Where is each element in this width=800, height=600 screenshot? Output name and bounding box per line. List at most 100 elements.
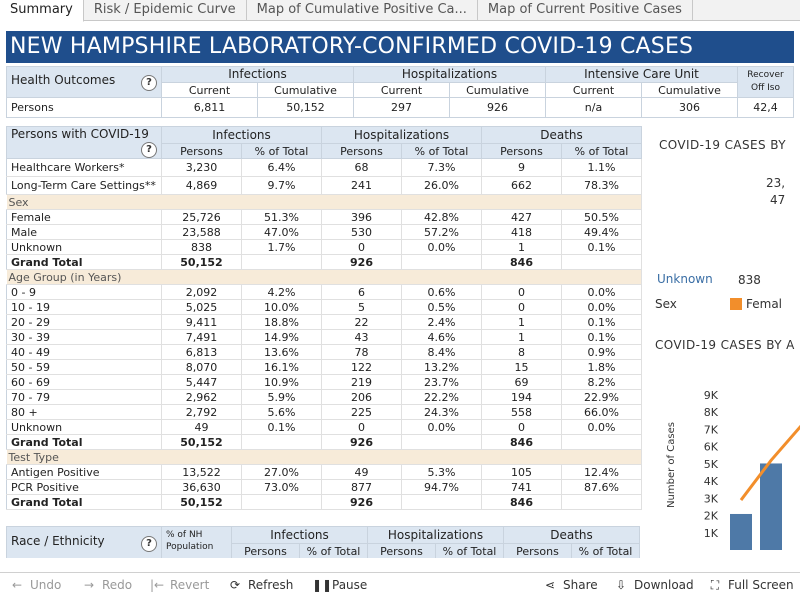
cell-value: 8.2% [561, 374, 642, 390]
cell-value: 0.0% [561, 419, 642, 435]
full-screen-button[interactable]: ⛶ Full Screen [708, 578, 794, 593]
revert-button[interactable]: |← Revert [150, 578, 209, 592]
table-row: Grand Total 50,152 926 846 [6, 254, 642, 270]
age-bar[interactable] [730, 513, 752, 550]
pause-icon: ❚❚ [312, 578, 333, 592]
sub-header: Persons [321, 143, 402, 159]
cell-value: 8.4% [401, 344, 482, 360]
y-tick-label: 7K [704, 423, 719, 436]
undo-button[interactable]: ← Undo [10, 578, 61, 592]
row-label: 70 - 79 [6, 389, 162, 405]
y-tick-label: 5K [704, 458, 719, 471]
cell-value: 23.7% [401, 374, 482, 390]
share-button[interactable]: ⋖ Share [543, 578, 598, 592]
table-row: Healthcare Workers* 3,230 6.4% 68 7.3% 9 1.1% [6, 158, 642, 177]
row-label: 40 - 49 [6, 344, 162, 360]
tab-map-current-positive[interactable]: Map of Current Positive Cases [478, 0, 693, 21]
cell-value: 49.4% [561, 224, 642, 240]
cell-value: 0.1% [561, 314, 642, 330]
sub-header: Current [545, 82, 642, 98]
cell-value [401, 434, 482, 450]
health-outcomes-label: Health Outcomes [11, 72, 116, 87]
download-button[interactable]: ⇩ Download [614, 578, 694, 592]
cell-value: 0.9% [561, 344, 642, 360]
cell-value: 66.0% [561, 404, 642, 420]
table-row: Unknown 49 0.1% 0 0.0% 0 0.0% [6, 419, 642, 435]
section-header: Age Group (in Years) [6, 269, 642, 285]
cases-by-age-title: COVID-19 CASES BY A [655, 338, 795, 352]
cell-value: 877 [321, 479, 402, 495]
help-icon[interactable]: ? [141, 141, 157, 158]
tab-summary[interactable]: Summary [0, 0, 84, 22]
redo-button[interactable]: → Redo [82, 578, 132, 592]
tab-bar: Summary Risk / Epidemic Curve Map of Cum… [0, 0, 800, 22]
download-label: Download [634, 578, 694, 592]
sub-header: Current [161, 82, 258, 98]
scroll-clip [0, 558, 800, 572]
cell-value: 418 [481, 224, 562, 240]
cell-value: 13.2% [401, 359, 482, 375]
cell-value: 27.0% [241, 464, 322, 480]
table-row: 50 - 59 8,070 16.1% 122 13.2% 15 1.8% [6, 359, 642, 375]
cell-value: 9 [481, 158, 562, 177]
sub-header: Cumulative [257, 82, 354, 98]
cell-value: 926 [321, 254, 402, 270]
cell-value: 22 [321, 314, 402, 330]
age-bar[interactable] [760, 463, 782, 550]
table-row: Grand Total 50,152 926 846 [6, 434, 642, 450]
cell-value [561, 254, 642, 270]
cell-value: 846 [481, 494, 562, 510]
cell-value: 225 [321, 404, 402, 420]
unknown-label: Unknown [657, 272, 713, 286]
cell-value: 846 [481, 254, 562, 270]
cell-value: 6 [321, 284, 402, 300]
section-title: Sex [6, 194, 642, 210]
cell-value [241, 434, 322, 450]
cell-value: 122 [321, 359, 402, 375]
cell-value: 1.8% [561, 359, 642, 375]
table-row: Unknown 838 1.7% 0 0.0% 1 0.1% [6, 239, 642, 255]
y-tick-label: 2K [704, 510, 719, 523]
table-row: 40 - 49 6,813 13.6% 78 8.4% 8 0.9% [6, 344, 642, 360]
table-row: 20 - 29 9,411 18.8% 22 2.4% 1 0.1% [6, 314, 642, 330]
cell-value: 78.3% [561, 176, 642, 195]
cases-by-age-chart: Number of Cases 1K 2K 3K 4K 5K 6K 7K 8K 9K [666, 389, 800, 550]
y-tick-label: 9K [704, 389, 719, 402]
cell-value: 662 [481, 176, 562, 195]
recovered-label: Recover [747, 70, 784, 80]
cell-value: 0.1% [561, 239, 642, 255]
cell-value: 530 [321, 224, 402, 240]
cell-value: 0 [321, 419, 402, 435]
pause-button[interactable]: ❚❚Pause [312, 578, 367, 592]
row-label: Unknown [6, 419, 162, 435]
cell-value: 8 [481, 344, 562, 360]
cell-value: 24.3% [401, 404, 482, 420]
y-tick-label: 6K [704, 441, 719, 454]
table-row: Long-Term Care Settings** 4,869 9.7% 241 26.… [6, 176, 642, 195]
row-label: Grand Total [6, 494, 162, 510]
cell-value: 0.0% [401, 419, 482, 435]
cell-value: 6.4% [241, 158, 322, 177]
table-row: 80 +2,792 5.6% 225 24.3% 558 66.0% [6, 404, 642, 420]
cell-value: 846 [481, 434, 562, 450]
cell-value: 241 [321, 176, 402, 195]
male-count-partial: 47 [770, 193, 786, 207]
cell-value: 0 [481, 419, 562, 435]
cell-value: 0.1% [561, 329, 642, 345]
cell-value: 26.0% [401, 176, 482, 195]
group-deaths: Deaths [503, 526, 640, 544]
cell-value: 4.6% [401, 329, 482, 345]
health-outcomes-header: Health Outcomes ? [6, 66, 162, 98]
cell-value: 9,411 [161, 314, 242, 330]
cell-value: 0.0% [561, 284, 642, 300]
cell-value: 42.8% [401, 209, 482, 225]
cell-value: n/a [545, 97, 642, 118]
tab-map-cumulative-positive[interactable]: Map of Cumulative Positive Ca... [247, 0, 478, 21]
group-recovered: Recover Off Iso [737, 66, 794, 98]
help-icon[interactable]: ? [141, 74, 157, 91]
cell-value: 926 [321, 434, 402, 450]
help-icon[interactable]: ? [141, 535, 157, 552]
refresh-button[interactable]: ⟳ Refresh [228, 578, 293, 592]
tab-risk-epidemic-curve[interactable]: Risk / Epidemic Curve [84, 0, 247, 21]
cell-value: 50,152 [161, 494, 242, 510]
